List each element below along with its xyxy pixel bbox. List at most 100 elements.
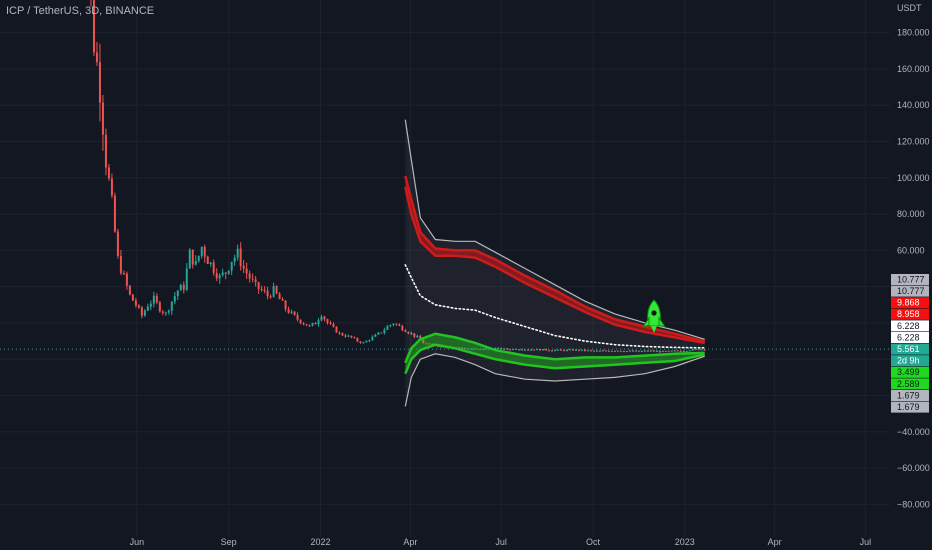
candle-body	[167, 310, 170, 313]
candle-body	[296, 314, 299, 320]
upper-band-fill	[405, 119, 705, 348]
candle-body	[206, 256, 209, 264]
candle-body	[248, 273, 251, 279]
candle-body	[272, 286, 275, 297]
candle-body	[625, 351, 628, 353]
candle-body	[631, 350, 634, 352]
green-lower-line	[404, 343, 705, 375]
candle-body	[242, 265, 245, 269]
candle-body	[566, 349, 569, 351]
candle-body	[371, 336, 374, 341]
price-badge	[891, 343, 929, 355]
candle-body	[637, 350, 640, 352]
candle-body	[536, 349, 539, 351]
price-axis[interactable]: USDT 180.000 160.000 140.000 120.000 100.000…	[897, 3, 930, 509]
price-badge-label: 1.679	[897, 402, 920, 412]
symbol-title[interactable]: ICP / TetherUS, 3D, BINANCE	[6, 5, 155, 17]
candle-body	[149, 303, 152, 307]
candle-body	[353, 337, 356, 339]
candles	[90, 0, 706, 353]
candle-body	[485, 348, 488, 350]
candle-body	[356, 338, 359, 342]
candle-body	[560, 349, 563, 351]
candle-body	[266, 290, 269, 297]
candle-body	[470, 348, 473, 350]
candle-body	[335, 326, 338, 333]
center-dotted-line	[404, 264, 706, 349]
candle-body	[494, 348, 497, 350]
candle-body	[317, 320, 320, 325]
candle-body	[170, 301, 173, 311]
candle-body	[530, 349, 533, 351]
candle-body	[557, 349, 560, 351]
price-badge-label: 2d 9h	[897, 356, 920, 366]
candle-body	[649, 350, 652, 352]
candle-body	[682, 350, 685, 352]
price-badge-label: 5.561	[897, 344, 920, 354]
candle-body	[110, 178, 113, 196]
price-badge	[891, 320, 929, 332]
candle-body	[392, 323, 395, 325]
price-badge-label: 8.958	[897, 309, 920, 319]
x-tick-label: Apr	[768, 537, 782, 547]
candle-body	[586, 350, 589, 352]
price-badge	[891, 401, 929, 413]
candle-body	[676, 350, 679, 352]
price-badge	[891, 332, 929, 343]
time-axis[interactable]: JunSep2022AprJulOct2023AprJulOct	[130, 537, 932, 547]
candle-body	[592, 350, 595, 352]
y-tick-label: 180.000	[897, 28, 930, 38]
candle-body	[413, 333, 416, 337]
candle-body	[140, 307, 143, 316]
candle-body	[350, 335, 353, 338]
candle-body	[554, 350, 557, 352]
candle-body	[691, 349, 694, 351]
red-lower-line	[404, 186, 705, 345]
green-upper-line	[404, 332, 705, 364]
candle-body	[661, 350, 664, 353]
y-tick-label: −60.000	[897, 463, 930, 473]
candle-body	[176, 290, 179, 297]
candle-body	[194, 260, 197, 265]
axis-unit-label: USDT	[897, 3, 922, 13]
y-tick-label: 140.000	[897, 100, 930, 110]
candle-body	[299, 319, 302, 324]
candle-body	[377, 332, 380, 335]
candle-body	[269, 296, 272, 298]
candle-body	[164, 312, 167, 314]
candle-body	[407, 331, 410, 334]
candle-body	[137, 305, 140, 308]
candle-body	[518, 349, 521, 351]
candle-body	[341, 333, 344, 336]
candle-body	[239, 248, 242, 266]
price-badge-label: 10.777	[897, 274, 925, 284]
candle-body	[589, 350, 592, 352]
rocket-icon	[641, 299, 667, 333]
candle-body	[155, 295, 158, 303]
candle-body	[646, 350, 649, 352]
candle-body	[284, 300, 287, 310]
candle-body	[257, 282, 260, 289]
candle-body	[311, 323, 314, 326]
candle-body	[275, 286, 278, 294]
candle-body	[230, 261, 233, 271]
candle-body	[428, 343, 431, 345]
x-tick-label: Jun	[130, 537, 145, 547]
candle-body	[308, 325, 311, 327]
candle-body	[398, 324, 401, 326]
candle-body	[673, 350, 676, 352]
candle-body	[104, 134, 107, 168]
candle-body	[580, 349, 583, 351]
gray-upper-line	[404, 119, 705, 340]
gray-lower-line	[404, 353, 705, 407]
candle-body	[607, 350, 610, 352]
candle-body	[583, 349, 586, 351]
candle-body	[613, 350, 616, 352]
candle-body	[173, 296, 176, 302]
candle-body	[212, 262, 215, 273]
candle-body	[107, 167, 110, 179]
candle-body	[293, 311, 296, 315]
candle-body	[694, 349, 697, 351]
